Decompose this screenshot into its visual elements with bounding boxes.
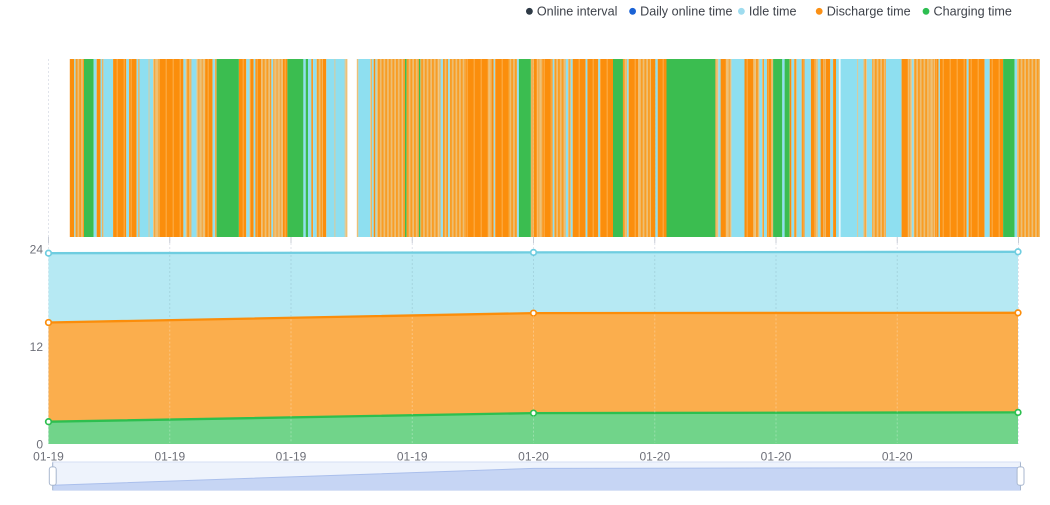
svg-text:01-19: 01-19 <box>276 449 307 463</box>
svg-text:01-20: 01-20 <box>882 449 913 463</box>
svg-text:Discharge time: Discharge time <box>827 5 911 19</box>
svg-text:0: 0 <box>36 438 43 452</box>
svg-text:Charging time: Charging time <box>934 5 1012 19</box>
svg-text:Idle time: Idle time <box>749 5 797 19</box>
svg-text:Daily online time: Daily online time <box>640 5 732 19</box>
svg-text:01-20: 01-20 <box>518 449 549 463</box>
svg-text:Online interval: Online interval <box>537 5 618 19</box>
svg-text:01-19: 01-19 <box>154 449 185 463</box>
svg-text:01-20: 01-20 <box>639 449 670 463</box>
svg-text:01-19: 01-19 <box>33 449 64 463</box>
svg-text:24: 24 <box>30 243 44 257</box>
svg-text:12: 12 <box>30 340 44 354</box>
svg-text:01-20: 01-20 <box>761 449 792 463</box>
svg-text:01-19: 01-19 <box>397 449 428 463</box>
